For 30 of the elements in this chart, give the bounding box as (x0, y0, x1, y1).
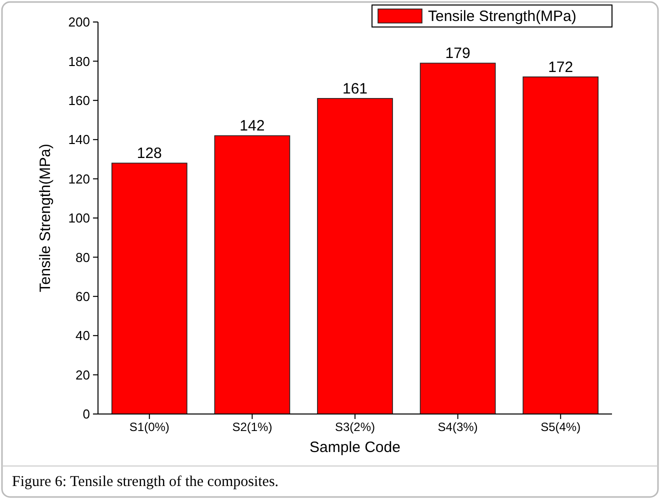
y-tick-label: 200 (68, 14, 90, 30)
bar (522, 76, 599, 414)
caption: Figure 6: Tensile strength of the composites. (12, 474, 279, 490)
bar (214, 135, 290, 414)
data-label: 128 (136, 145, 162, 162)
x-tick-label: S3(2%) (334, 420, 376, 434)
data-label: 161 (342, 80, 368, 98)
x-axis-title: Sample Code (310, 439, 400, 456)
y-tick-label: 100 (68, 210, 90, 226)
bar (420, 62, 496, 414)
data-label: 179 (445, 45, 470, 62)
x-tick-label: S4(3%) (438, 420, 478, 434)
y-tick-label: 60 (76, 288, 90, 304)
y-tick-label: 80 (76, 250, 90, 265)
data-label: 142 (240, 118, 265, 135)
y-tick-label: 0 (82, 406, 90, 422)
legend-label: Tensile Strength(MPa) (428, 8, 576, 25)
y-tick-label: 20 (76, 367, 90, 382)
y-tick-label: 160 (68, 92, 90, 108)
y-tick-label: 180 (68, 54, 90, 69)
y-tick-label: 140 (68, 132, 90, 148)
y-tick-label: 40 (76, 328, 90, 344)
x-tick-label: S5(4%) (540, 420, 581, 434)
bar (317, 98, 393, 414)
y-tick-label: 120 (68, 171, 90, 186)
y-axis-title: Tensile Strength(MPa) (37, 144, 54, 292)
bar (111, 162, 188, 414)
x-tick-label: S2(1%) (232, 420, 272, 434)
data-label: 172 (548, 58, 574, 76)
x-tick-label: S1(0%) (129, 420, 170, 434)
